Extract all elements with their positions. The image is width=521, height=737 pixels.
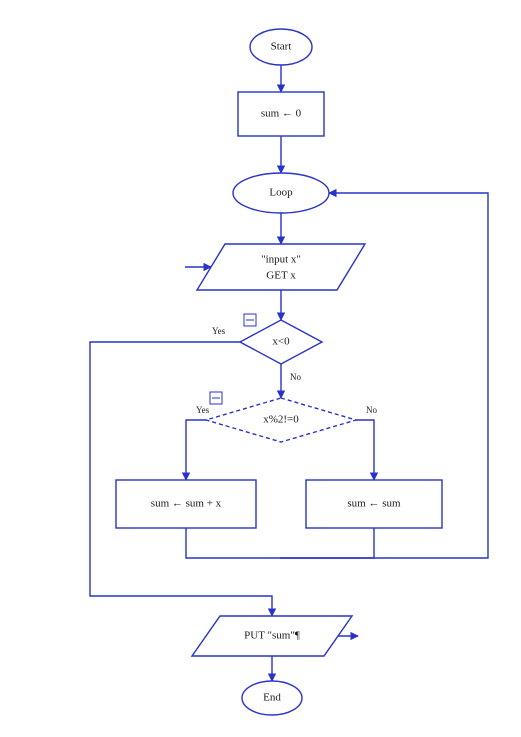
node-label-loop: Loop <box>269 187 293 199</box>
node-label-start: Start <box>271 41 292 53</box>
node-label-sumadd: sum ← sum + x <box>151 498 222 510</box>
edge-e7 <box>356 420 374 480</box>
node-label-dec2: x%2!=0 <box>263 414 299 426</box>
edge-label-e7: No <box>366 405 377 415</box>
node-label-sumsame: sum ← sum <box>347 498 401 510</box>
node-label-input-2: GET x <box>266 270 296 282</box>
node-label-input-1: "input x" <box>261 254 301 266</box>
edge-label-e6: Yes <box>196 405 210 415</box>
node-label-output: PUT "sum"¶ <box>244 630 300 642</box>
node-label-init: sum ← 0 <box>261 108 302 120</box>
edge-e8 <box>186 528 374 558</box>
edge-e10 <box>90 342 272 616</box>
edge-e6 <box>186 420 206 480</box>
node-label-end: End <box>263 692 281 704</box>
edge-label-e5: No <box>290 372 301 382</box>
node-input <box>197 244 365 290</box>
node-label-dec1: x<0 <box>272 336 290 348</box>
edge-label-e10: Yes <box>212 326 226 336</box>
